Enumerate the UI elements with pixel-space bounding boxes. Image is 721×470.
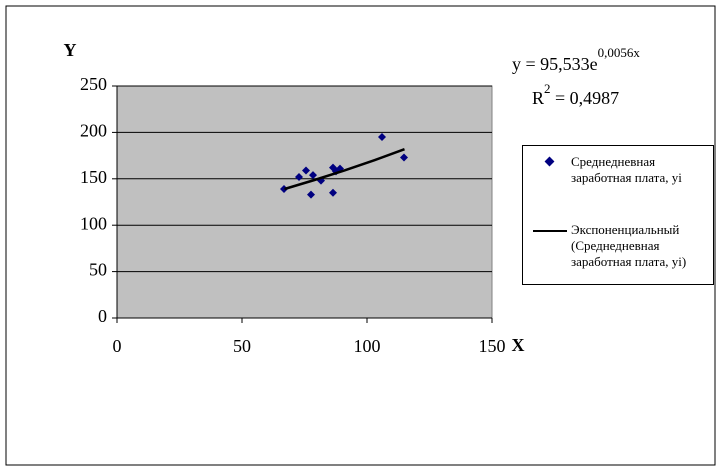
r-rest: = 0,4987 bbox=[551, 88, 620, 108]
point bbox=[302, 166, 310, 175]
equation-exponent: 0,0056x bbox=[598, 45, 641, 60]
plot-area bbox=[116, 85, 493, 319]
x-tick-label: 50 bbox=[233, 336, 251, 356]
point bbox=[295, 172, 303, 181]
r-text: R bbox=[532, 88, 544, 108]
point bbox=[280, 185, 288, 194]
y-tick-label: 50 bbox=[89, 260, 107, 280]
legend: Среднедневная заработная плата, yi Экспон… bbox=[522, 145, 714, 285]
y-tick-label: 200 bbox=[80, 121, 107, 141]
point bbox=[307, 190, 315, 199]
legend-symbol bbox=[533, 230, 567, 232]
trend-equation: y = 95,533e0,0056x bbox=[512, 45, 640, 74]
point bbox=[400, 153, 408, 162]
r-superscript: 2 bbox=[544, 81, 551, 96]
point bbox=[309, 171, 317, 180]
y-axis-label: Y bbox=[64, 40, 77, 60]
legend-label: Экспоненциальный (Среднедневная заработн… bbox=[571, 222, 687, 269]
y-tick-label: 100 bbox=[80, 213, 107, 233]
equation-text: y = 95,533e bbox=[512, 54, 598, 74]
point bbox=[378, 133, 386, 142]
y-tick-label: 150 bbox=[80, 167, 107, 187]
x-tick-label: 0 bbox=[113, 336, 122, 356]
legend-label: Среднедневная заработная плата, yi bbox=[571, 154, 682, 185]
x-axis-label: X bbox=[512, 335, 525, 355]
legend-symbol bbox=[544, 156, 555, 167]
x-tick-label: 150 bbox=[479, 336, 506, 356]
y-tick-label: 250 bbox=[80, 74, 107, 94]
x-tick-label: 100 bbox=[354, 336, 381, 356]
y-tick-label: 0 bbox=[98, 306, 107, 326]
r-squared: R2 = 0,4987 bbox=[532, 81, 619, 108]
trend-line bbox=[284, 148, 405, 191]
point bbox=[329, 188, 337, 197]
